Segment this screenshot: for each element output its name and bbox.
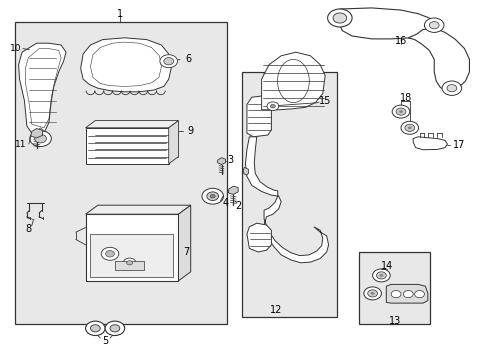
- Polygon shape: [246, 223, 271, 252]
- Polygon shape: [245, 137, 328, 263]
- Polygon shape: [412, 137, 447, 150]
- Polygon shape: [261, 52, 325, 110]
- Text: 7: 7: [183, 247, 189, 257]
- Text: 13: 13: [388, 316, 401, 326]
- Bar: [15, 22, 227, 324]
- Text: 2: 2: [235, 201, 241, 211]
- Polygon shape: [243, 167, 248, 175]
- Circle shape: [160, 55, 177, 68]
- Circle shape: [30, 131, 51, 147]
- Circle shape: [403, 291, 412, 298]
- Text: 18: 18: [399, 93, 411, 103]
- Bar: [115, 261, 144, 270]
- Text: 5: 5: [102, 336, 108, 346]
- Polygon shape: [407, 29, 468, 90]
- Circle shape: [372, 269, 389, 282]
- Circle shape: [163, 58, 173, 65]
- Circle shape: [370, 292, 374, 295]
- Text: 14: 14: [380, 261, 393, 271]
- Circle shape: [270, 104, 275, 108]
- Text: 16: 16: [394, 36, 407, 46]
- Circle shape: [407, 126, 411, 129]
- Polygon shape: [386, 284, 427, 303]
- Text: 9: 9: [187, 126, 193, 136]
- Text: 6: 6: [185, 54, 191, 64]
- Circle shape: [400, 121, 418, 134]
- Circle shape: [390, 291, 400, 298]
- Bar: [359, 252, 429, 324]
- Circle shape: [379, 274, 383, 277]
- Circle shape: [414, 291, 424, 298]
- Text: 10: 10: [10, 44, 22, 53]
- Circle shape: [35, 134, 46, 143]
- Circle shape: [376, 272, 386, 279]
- Polygon shape: [85, 205, 190, 214]
- Circle shape: [391, 105, 409, 118]
- Bar: [85, 128, 168, 164]
- Circle shape: [202, 188, 223, 204]
- Circle shape: [105, 321, 124, 336]
- Polygon shape: [168, 121, 178, 164]
- Circle shape: [446, 85, 456, 92]
- Circle shape: [123, 258, 136, 267]
- Text: 1: 1: [117, 9, 122, 19]
- Polygon shape: [37, 128, 45, 131]
- Text: 15: 15: [318, 96, 331, 106]
- Circle shape: [266, 102, 278, 111]
- Bar: [90, 234, 172, 277]
- Circle shape: [332, 13, 346, 23]
- Polygon shape: [85, 121, 178, 128]
- Polygon shape: [339, 8, 433, 39]
- Text: 17: 17: [451, 140, 464, 150]
- Circle shape: [367, 290, 377, 297]
- Circle shape: [206, 192, 218, 201]
- Circle shape: [428, 22, 438, 29]
- Circle shape: [327, 9, 351, 27]
- Circle shape: [210, 194, 215, 198]
- Circle shape: [105, 251, 114, 257]
- Circle shape: [363, 287, 381, 300]
- Polygon shape: [19, 43, 66, 135]
- Text: 11: 11: [15, 140, 26, 149]
- Polygon shape: [246, 95, 271, 137]
- Circle shape: [398, 110, 402, 113]
- Text: 12: 12: [269, 305, 282, 315]
- Circle shape: [441, 81, 461, 95]
- Circle shape: [110, 325, 120, 332]
- Text: 3: 3: [227, 155, 233, 165]
- Bar: [242, 72, 337, 317]
- Polygon shape: [228, 186, 238, 194]
- Circle shape: [424, 18, 443, 32]
- Text: 4: 4: [223, 198, 228, 208]
- Polygon shape: [178, 205, 190, 281]
- Polygon shape: [81, 38, 171, 92]
- Polygon shape: [31, 129, 42, 138]
- Circle shape: [90, 325, 100, 332]
- Circle shape: [126, 261, 132, 265]
- Polygon shape: [217, 158, 225, 165]
- Circle shape: [404, 124, 414, 131]
- Circle shape: [101, 247, 119, 260]
- Text: 8: 8: [25, 224, 31, 234]
- Bar: [85, 214, 178, 281]
- Circle shape: [395, 108, 405, 115]
- Circle shape: [85, 321, 105, 336]
